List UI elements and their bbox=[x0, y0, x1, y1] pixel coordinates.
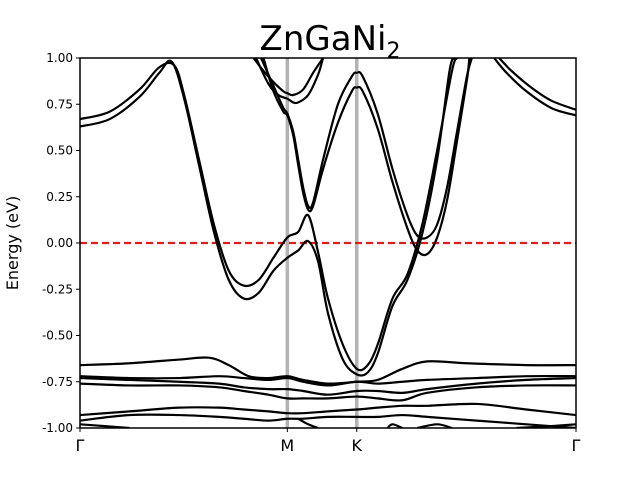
y-tick-label: -0.75 bbox=[42, 375, 73, 389]
band-line-1 bbox=[80, 58, 456, 377]
band-line-6 bbox=[498, 58, 576, 111]
kpoint-label-0: Γ bbox=[76, 436, 85, 455]
band-line-7 bbox=[493, 58, 576, 117]
kpoint-label-2: K bbox=[352, 436, 363, 455]
band-line-2 bbox=[252, 58, 324, 97]
band-line-11 bbox=[80, 382, 576, 402]
title-main: ZnGaNi bbox=[260, 19, 387, 59]
band-line-9 bbox=[80, 374, 576, 387]
band-line-4 bbox=[260, 58, 473, 240]
band-line-8 bbox=[80, 356, 576, 385]
band-line-0 bbox=[80, 58, 458, 372]
y-tick-label: 1.00 bbox=[46, 51, 73, 65]
band-line-5 bbox=[262, 58, 471, 257]
kpoint-label-1: M bbox=[280, 436, 294, 455]
y-axis-label: Energy (eV) bbox=[3, 196, 22, 290]
band-line-15 bbox=[297, 417, 319, 428]
band-line-13 bbox=[80, 413, 576, 428]
band-line-10 bbox=[80, 376, 576, 396]
y-tick-label: 0.75 bbox=[46, 97, 73, 111]
y-tick-label: -1.00 bbox=[42, 421, 73, 435]
band-line-12 bbox=[80, 402, 576, 417]
y-tick-label: -0.50 bbox=[42, 329, 73, 343]
y-tick-label: 0.00 bbox=[46, 236, 73, 250]
band-line-16 bbox=[386, 423, 403, 428]
y-tick-label: 0.25 bbox=[46, 190, 73, 204]
y-tick-label: -0.25 bbox=[42, 282, 73, 296]
bands bbox=[80, 58, 576, 428]
kpoint-label-3: Γ bbox=[572, 436, 581, 455]
title-subscript: 2 bbox=[386, 39, 400, 64]
y-axis-ticks: -1.00 -0.75 -0.50 -0.25 0.00 0.25 0.50 0.75 1.00 bbox=[42, 51, 80, 435]
band-line-17 bbox=[417, 423, 453, 428]
y-tick-label: 0.50 bbox=[46, 144, 73, 158]
